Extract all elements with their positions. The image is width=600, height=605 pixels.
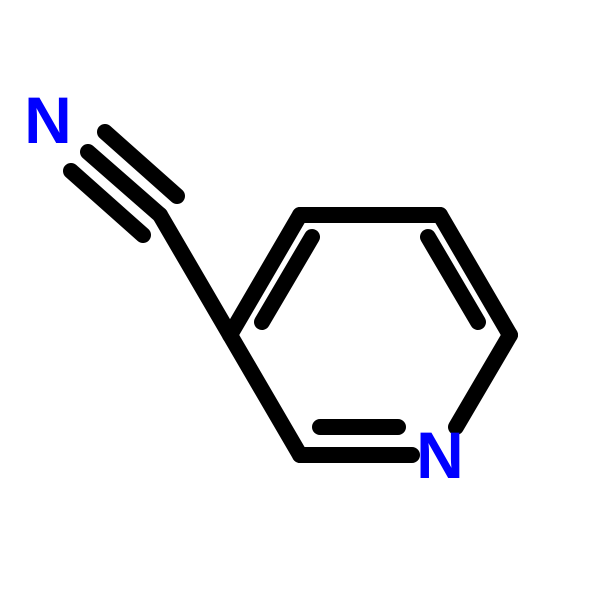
atom-n-ring: N [416, 418, 464, 492]
chemical-structure-diagram: N N [0, 0, 600, 600]
atom-n-nitrile: N [24, 83, 72, 157]
bond-c3-c7 [160, 215, 230, 335]
bond-c6-n1 [456, 335, 510, 427]
bond-c2-c3 [230, 335, 300, 455]
